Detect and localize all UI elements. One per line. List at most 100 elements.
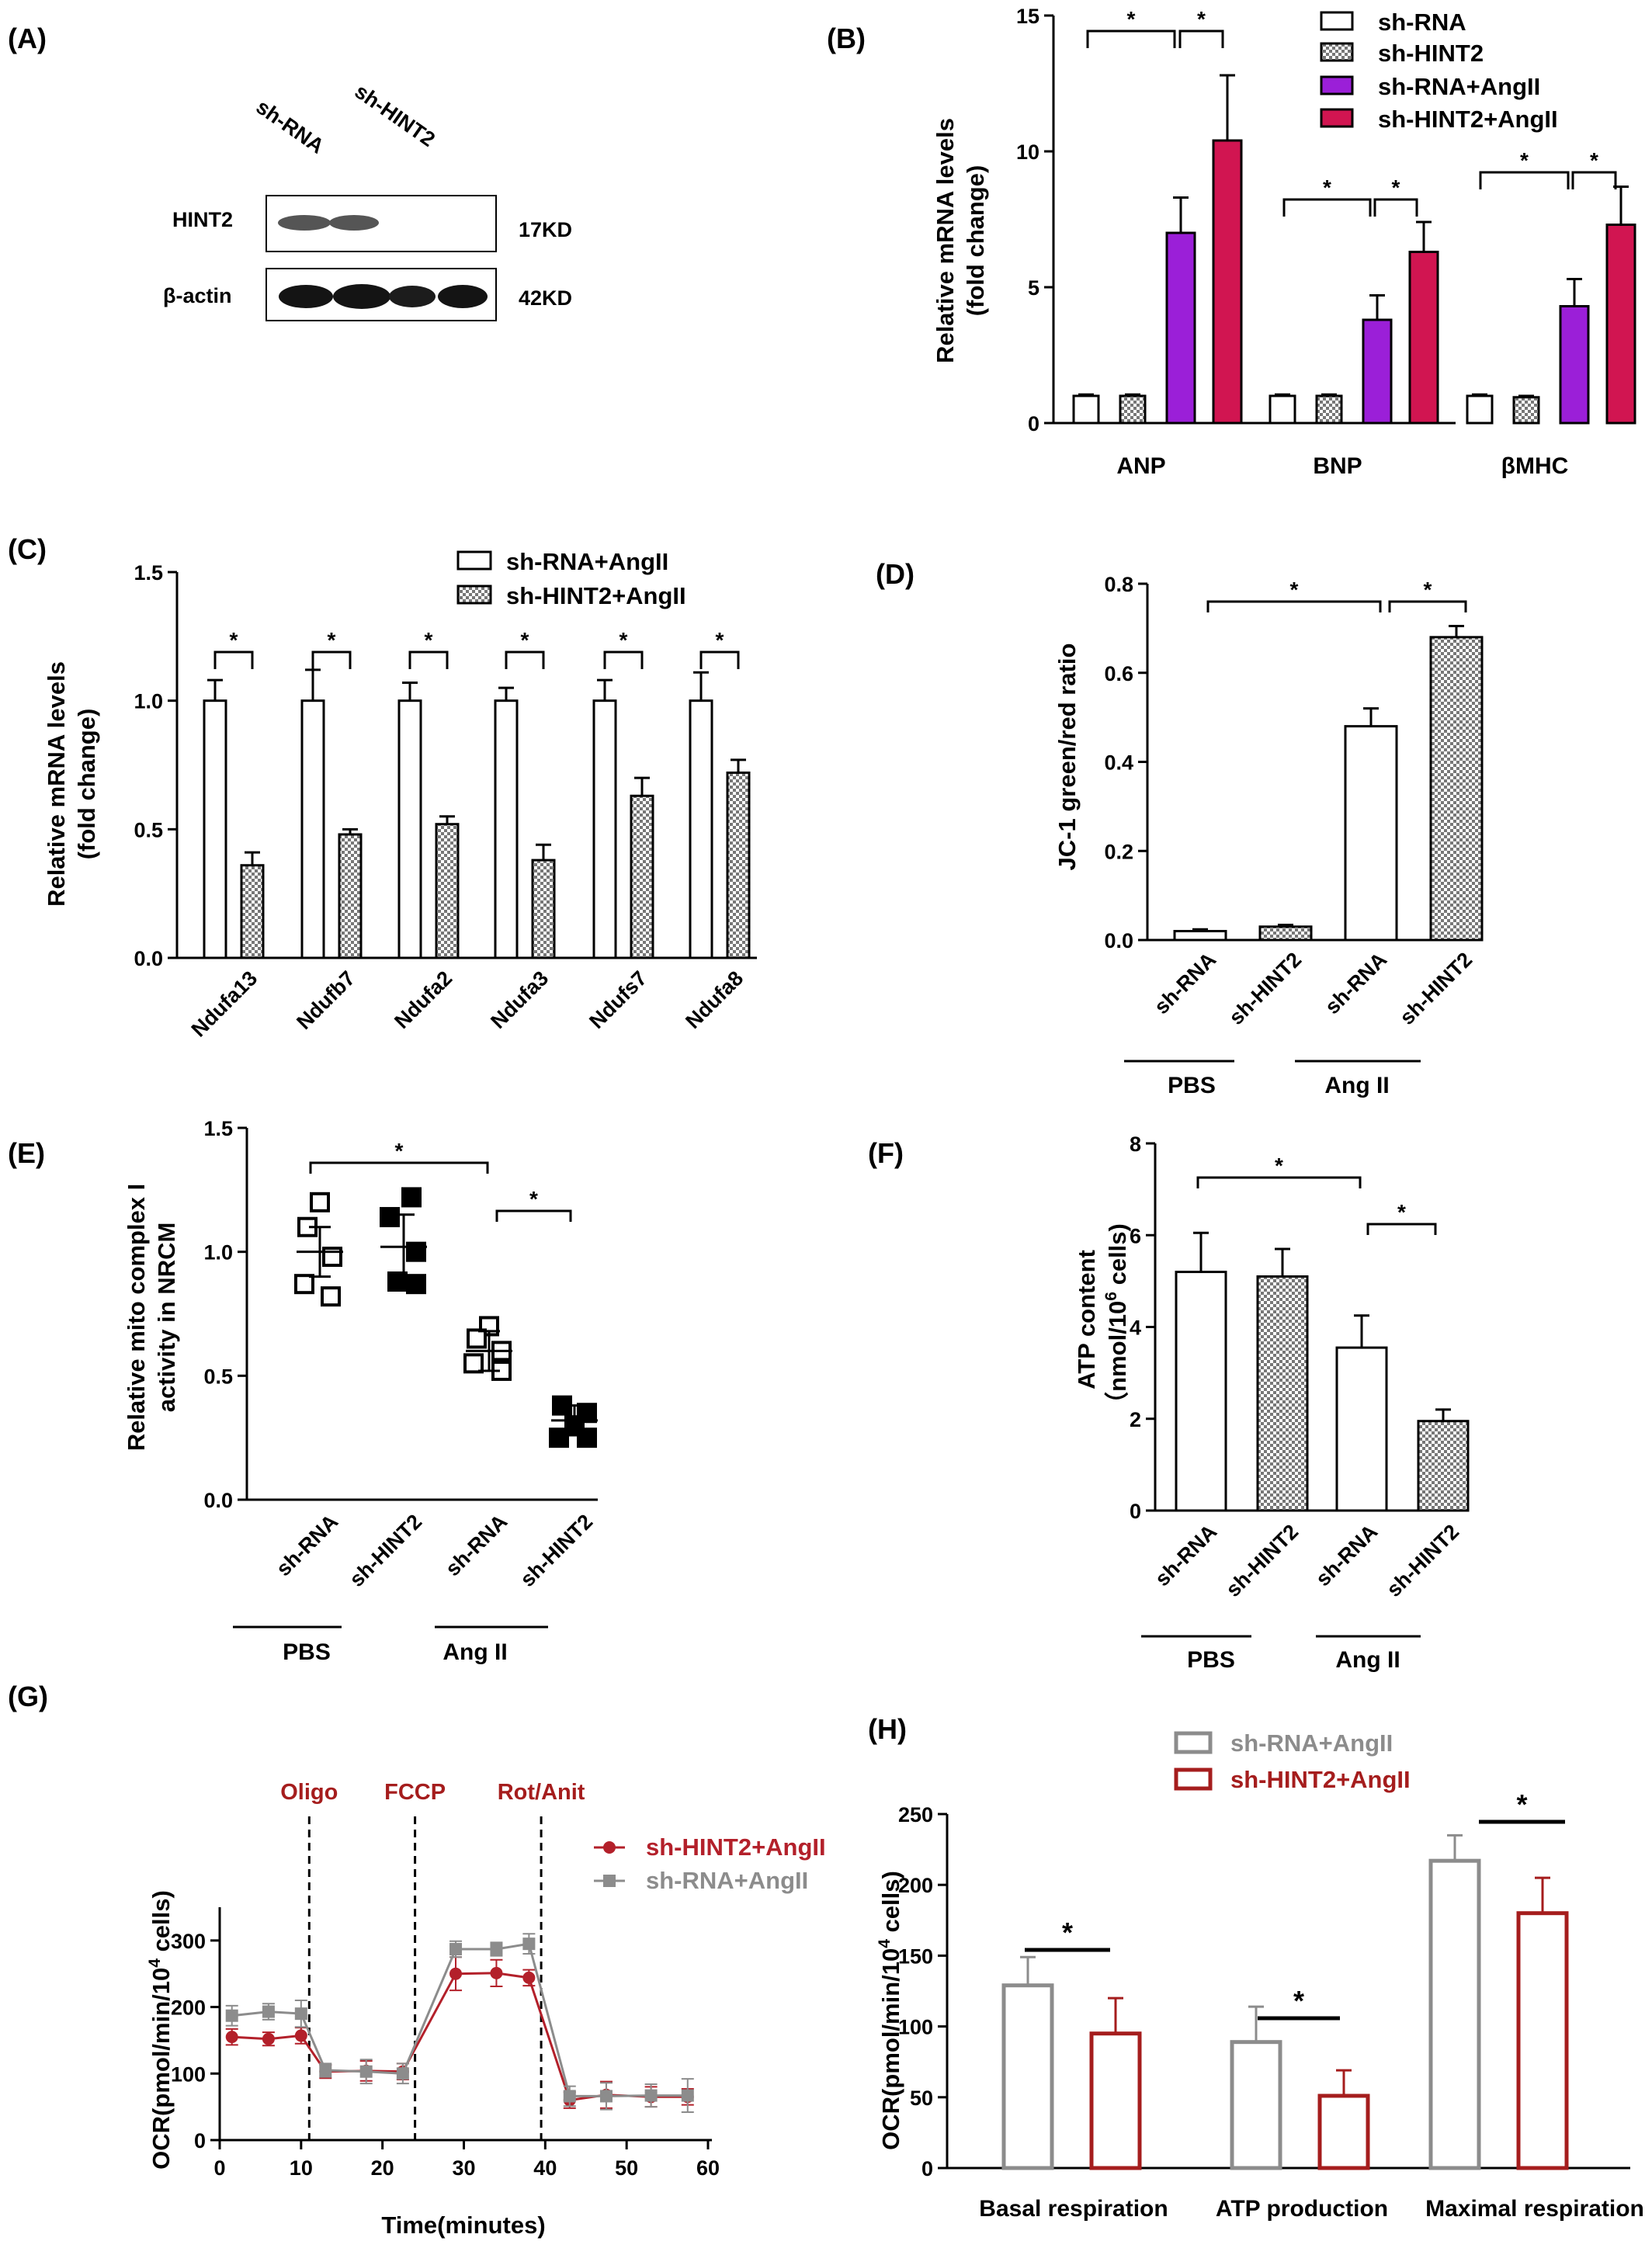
panel-b-legend-label: sh-HINT2+AngII <box>1378 106 1558 133</box>
panel-g-point <box>225 2031 238 2044</box>
panel-g-x-tick-label: 30 <box>452 2156 475 2180</box>
panel-e-ylabel-line2: activity in NRCM <box>153 1223 180 1413</box>
panel-b-significance-bracket <box>1282 198 1372 217</box>
panel-c-x-tick-label: Ndufa13 <box>187 966 262 1042</box>
panel-g-point <box>294 2029 307 2042</box>
blot-label-hint2: HINT2 <box>172 208 233 231</box>
panel-e-x-tick-label: sh-HINT2 <box>345 1510 426 1591</box>
band-actin-3 <box>389 286 436 307</box>
panel-h-bar <box>1001 1983 1054 2170</box>
panel-h-y-tick-label: 150 <box>898 1944 933 1968</box>
panel-e-significance-bracket <box>495 1209 572 1222</box>
panel-c-bar <box>435 823 460 959</box>
panel-g-x-tick-label: 60 <box>696 2156 720 2180</box>
panel-b-significance-bracket <box>1373 198 1418 217</box>
panel-f-bar <box>1175 1271 1227 1512</box>
panel-c-significance-star: * <box>620 628 628 652</box>
panel-e-y-tick-label: 0.5 <box>203 1365 233 1388</box>
panel-h-x-tick-label: Basal respiration <box>979 2196 1168 2222</box>
panel-h-bar <box>1428 1858 1481 2170</box>
panel-e-significance-bracket <box>309 1161 489 1174</box>
panel-c-significance-bracket <box>408 650 449 669</box>
panel-g-y-tick-label: 200 <box>171 1996 206 2020</box>
panel-label-e: (E) <box>8 1137 45 1169</box>
panel-d-ylabel: JC-1 green/red ratio <box>1053 644 1081 871</box>
panel-b-legend-label: sh-RNA <box>1378 9 1466 36</box>
western-blot-panel: sh-RNA sh-HINT2 HINT2 β-actin 17KD 42KD <box>163 79 572 321</box>
panel-g-x-tick-label: 20 <box>371 2156 394 2180</box>
panel-d-significance-bracket <box>1388 600 1467 612</box>
panel-b-bar <box>1408 251 1439 425</box>
panel-f-y-tick-label: 2 <box>1130 1408 1141 1431</box>
panel-d-significance-star: * <box>1290 578 1299 602</box>
panel-c-x-tick-label: Ndufa8 <box>681 966 748 1033</box>
panel-b-significance-star: * <box>1127 7 1136 31</box>
panel-c-significance-bracket <box>213 650 254 669</box>
panel-b-bar <box>1512 396 1540 425</box>
panel-label-h: (H) <box>868 1713 907 1745</box>
panel-h-significance-star: * <box>1293 1985 1304 2017</box>
panel-h-y-tick-label: 200 <box>898 1874 933 1897</box>
panel-h-y-tick-label: 100 <box>898 2016 933 2039</box>
panel-c-ylabel-line2: (fold change) <box>73 709 100 860</box>
panel-c-y-tick-label: 0.0 <box>134 947 163 970</box>
panel-c-x-tick-label: Ndufb7 <box>292 966 359 1034</box>
panel-e-point <box>321 1286 341 1307</box>
panel-f-y-tick-label: 4 <box>1130 1317 1141 1340</box>
panel-b-y-tick-label: 10 <box>1016 140 1039 164</box>
panel-f-significance-star: * <box>1275 1153 1283 1178</box>
panel-c-bar <box>300 699 325 959</box>
panel-g-x-tick-label: 10 <box>290 2156 313 2180</box>
panel-d-x-tick-label: sh-HINT2 <box>1395 948 1477 1029</box>
panel-d-bar <box>1429 636 1484 942</box>
panel-b-chart: 0 5 10 15 ANP BNP βMHC * * * * * * sh-RNA sh-HINT2 sh-R… <box>1016 5 1636 479</box>
panel-g-xlabel: Time(minutes) <box>381 2212 545 2239</box>
panel-c-significance-bracket <box>311 650 352 669</box>
panel-c-significance-star: * <box>716 628 724 652</box>
panel-label-d: (D) <box>876 558 914 590</box>
panel-f-y-tick-label: 6 <box>1130 1224 1141 1247</box>
panel-d-y-tick-label: 0.2 <box>1104 840 1133 863</box>
panel-b-bar <box>1165 231 1196 425</box>
panel-d-significance-star: * <box>1424 578 1432 602</box>
panel-g-point <box>449 1943 463 1955</box>
panel-e-point <box>577 1428 597 1448</box>
panel-h-bar <box>1089 2031 1142 2170</box>
panel-g-point <box>522 1937 536 1951</box>
panel-b-significance-star: * <box>1323 175 1331 199</box>
panel-b-bar <box>1559 305 1590 425</box>
panel-c-bar <box>689 699 713 959</box>
size-label-42kd: 42KD <box>519 286 572 310</box>
panel-d-significance-bracket <box>1206 600 1382 612</box>
panel-g-point <box>396 2067 409 2080</box>
panel-b-significance-bracket <box>1571 171 1617 189</box>
panel-e-x-tick-label: sh-RNA <box>272 1510 342 1580</box>
panel-d-y-tick-label: 0.8 <box>1104 573 1133 596</box>
panel-d-chart: 0.00.20.40.60.8sh-RNA sh-HINT2 sh-RNA sh-HI… <box>1104 573 1484 1098</box>
panel-c-significance-star: * <box>230 628 238 652</box>
panel-f-bar <box>1417 1420 1470 1512</box>
panel-b-ylabel-line2: (fold change) <box>962 165 989 317</box>
panel-c-significance-star: * <box>521 628 529 652</box>
panel-b-bar <box>1466 394 1494 425</box>
panel-c-bar <box>726 771 751 959</box>
panel-e-chart: 0.00.51.01.5sh-RNA sh-HINT2 sh-RNA sh-HINT2… <box>203 1117 598 1665</box>
panel-h-significance-star: * <box>1062 1917 1073 1948</box>
panel-c-significance-bracket <box>505 650 545 669</box>
panel-c-bar <box>397 699 422 959</box>
panel-b-x-tick-label: ANP <box>1116 453 1165 479</box>
panel-f-x-tick-label: sh-HINT2 <box>1221 1520 1303 1601</box>
panel-f-group-label: PBS <box>1187 1647 1235 1673</box>
panel-f-x-tick-label: sh-RNA <box>1150 1520 1221 1591</box>
panel-f-y-tick-label: 0 <box>1130 1500 1141 1523</box>
panel-d-bar <box>1173 930 1227 942</box>
panel-d-group-label: PBS <box>1168 1073 1216 1098</box>
panel-g-legend-marker <box>603 1841 616 1854</box>
panel-e-x-tick-label: sh-HINT2 <box>515 1510 597 1591</box>
panel-g-point <box>262 2032 275 2045</box>
lane-label-sh-rna: sh-RNA <box>252 95 328 158</box>
panel-c-y-tick-label: 0.5 <box>134 818 163 841</box>
panel-c-significance-star: * <box>425 628 433 652</box>
panel-b-x-tick-label: βMHC <box>1501 453 1569 479</box>
